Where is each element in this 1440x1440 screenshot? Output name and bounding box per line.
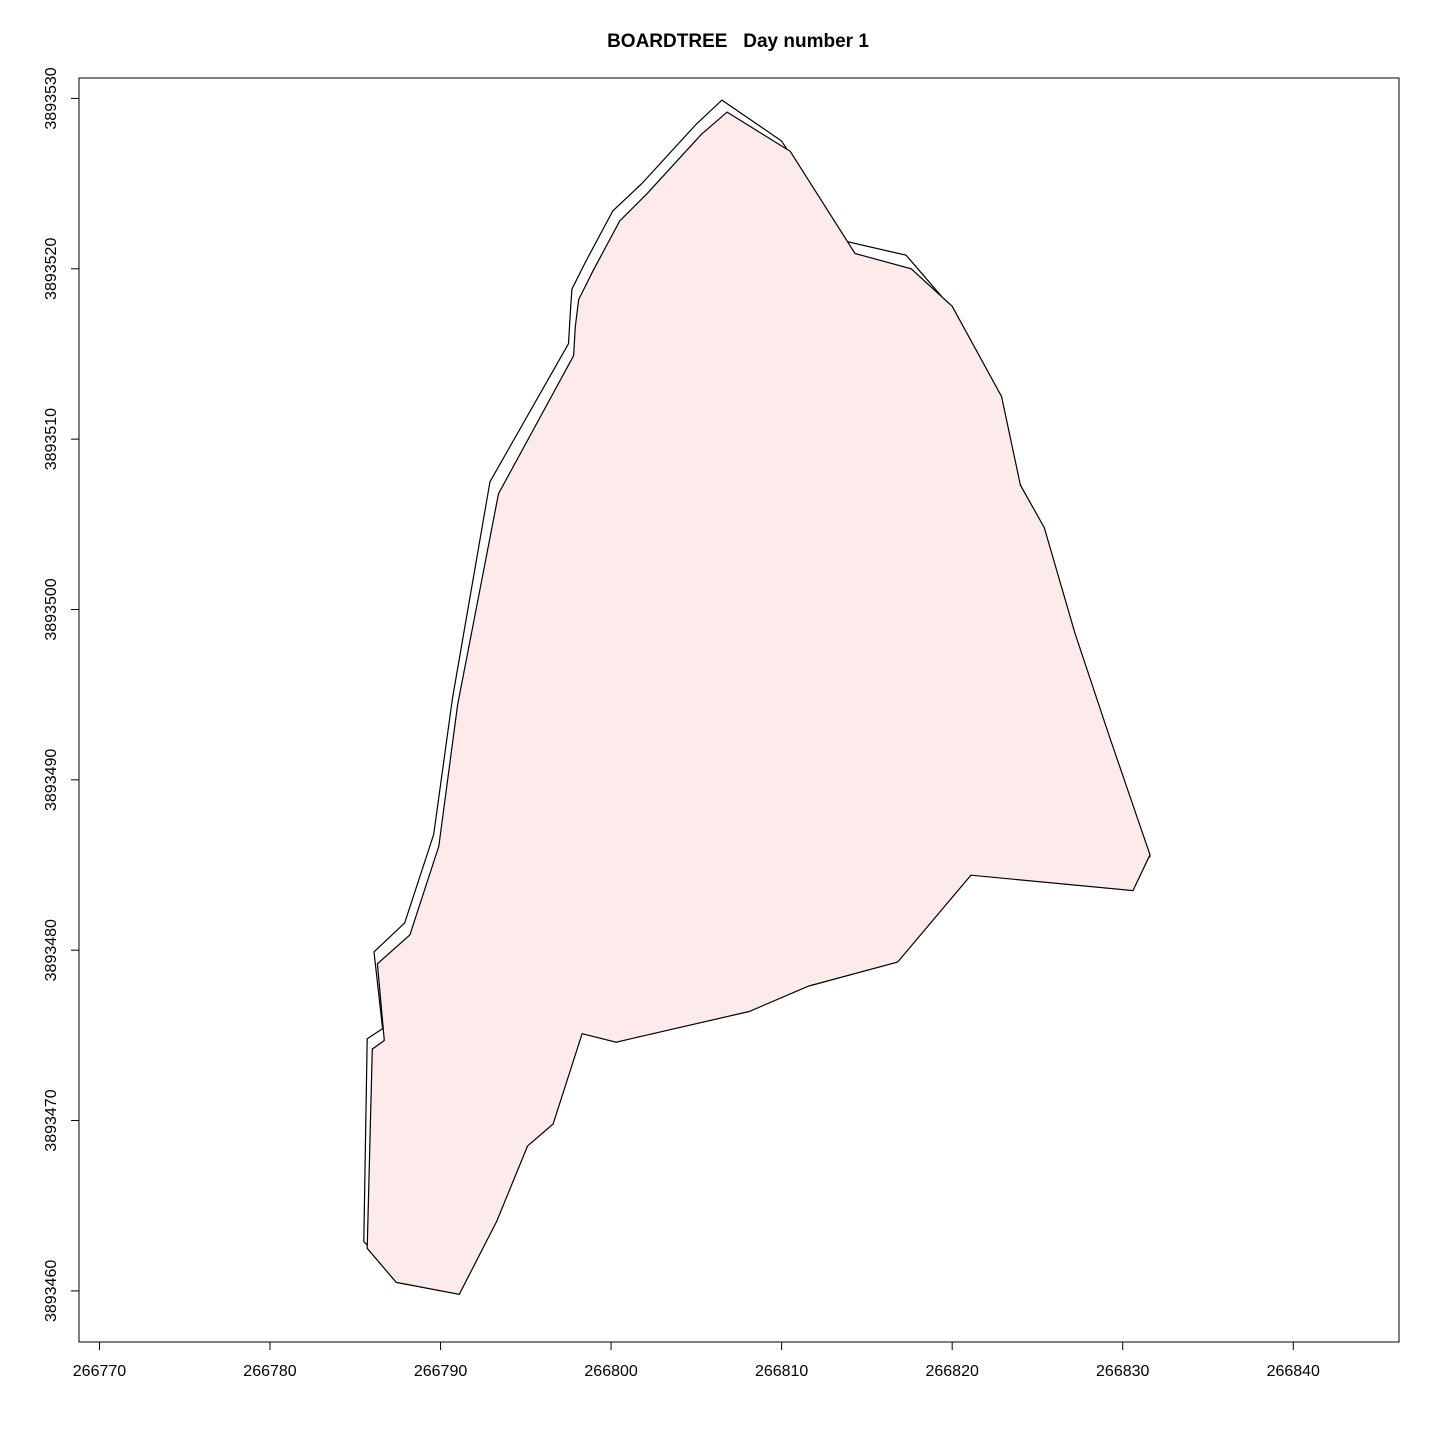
x-tick-label: 266830: [1096, 1363, 1149, 1380]
boundary-polygon-2: [366, 111, 1151, 1295]
polygon-layer: [363, 99, 1151, 1295]
x-tick-label: 266770: [73, 1363, 126, 1380]
x-tick-label: 266820: [925, 1363, 978, 1380]
x-tick-label: 266800: [584, 1363, 637, 1380]
y-tick-label: 3893520: [43, 238, 60, 300]
y-tick-label: 3893460: [43, 1260, 60, 1322]
x-tick-label: 266840: [1267, 1363, 1320, 1380]
x-tick-label: 266790: [414, 1363, 467, 1380]
y-tick-label: 3893500: [43, 578, 60, 640]
y-tick-label: 3893490: [43, 749, 60, 811]
x-tick-label: 266780: [243, 1363, 296, 1380]
y-tick-label: 3893470: [43, 1089, 60, 1151]
x-axis: 266770 266780 266790 266800 266810 266820 2668…: [73, 1341, 1320, 1380]
x-tick-label: 266810: [755, 1363, 808, 1380]
y-tick-label: 3893530: [43, 67, 60, 129]
y-tick-label: 3893510: [43, 408, 60, 470]
y-axis: 3893460 3893470 3893480 3893490 3893500 38935…: [43, 67, 80, 1322]
chart-title: BOARDTREE Day number 1: [607, 31, 869, 52]
y-tick-label: 3893480: [43, 919, 60, 981]
